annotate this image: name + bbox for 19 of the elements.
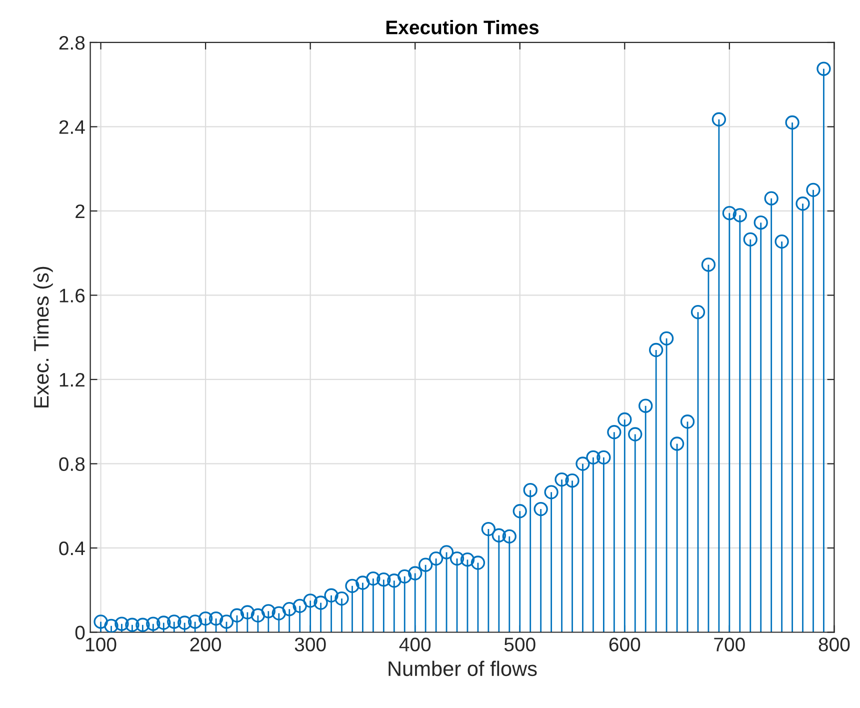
y-tick-label: 1.2 [60,372,84,387]
y-axis-title: Exec. Times (s) [33,266,53,408]
y-tick-label: 2 [76,204,84,218]
x-tick-label: 100 [86,638,116,652]
x-tick-label: 400 [399,638,431,652]
y-tick-label: 0.8 [59,457,85,471]
x-tick-label: 200 [190,638,222,652]
x-axis-title: Number of flows [388,660,537,676]
y-tick-label: 0 [75,626,85,640]
y-tick-label: 0.4 [59,541,85,556]
y-tick-label: 2.8 [59,36,85,50]
x-tick-label: 600 [609,638,640,652]
chart-title: Execution Times [386,20,539,34]
y-tick-label: 2.4 [59,120,85,134]
x-tick-label: 700 [714,638,745,652]
x-tick-label: 300 [294,638,326,652]
x-tick-label: 500 [504,638,536,652]
y-tick-label: 1.6 [60,288,85,302]
x-tick-label: 800 [818,638,850,652]
